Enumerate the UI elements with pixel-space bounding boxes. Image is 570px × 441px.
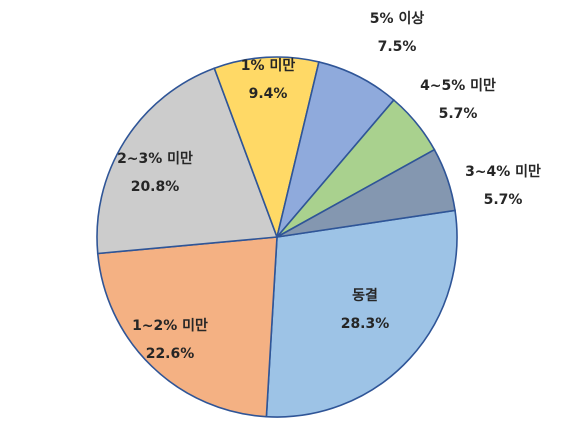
slices-layer [96,56,458,418]
slice-value-label-2: 20.8% [131,179,180,195]
slice-value-label-0: 28.3% [341,316,390,332]
slice-category-label-3: 1% 미만 [241,58,296,74]
slice-category-label-6: 3~4% 미만 [465,164,541,180]
slice-category-label-4: 5% 이상 [370,10,425,27]
pie-slice-2 [96,67,279,255]
slice-category-label-2: 2~3% 미만 [117,151,193,167]
slice-value-label-3: 9.4% [249,86,288,102]
slice-category-label-1: 1~2% 미만 [132,318,208,334]
slice-category-label-0: 동결 [352,287,378,304]
slice-category-label-5: 4~5% 미만 [420,78,496,94]
slice-value-label-4: 7.5% [378,39,417,55]
pie-slice-1 [96,236,278,418]
pie-slice-6 [276,148,456,238]
slice-value-label-1: 22.6% [146,346,195,362]
pie-slice-3 [213,56,320,240]
slice-value-label-6: 5.7% [484,192,523,208]
slice-value-label-5: 5.7% [439,106,478,122]
pie-slice-0 [265,209,458,418]
labels-layer: 동결 28.3% 1~2% 미만 22.6% 2~3% 미만 20.8% 1% 미만 9.4%… [117,10,541,362]
